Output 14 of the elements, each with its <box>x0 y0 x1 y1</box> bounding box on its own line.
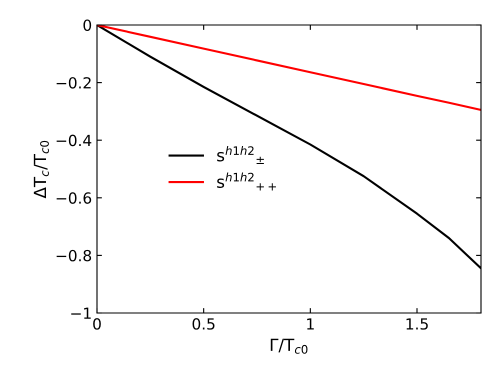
x-axis-title: Γ/T$_{c0}$ <box>270 338 308 354</box>
y-tick-label: −1 <box>71 308 91 319</box>
x-tick-label: 0.5 <box>192 318 214 330</box>
x-tick-label: 1.5 <box>406 318 428 330</box>
y-tick-label: −0.4 <box>56 134 92 146</box>
y-tick-label: −0.6 <box>56 192 92 204</box>
y-tick-label: −0.2 <box>56 77 91 89</box>
y-axis-title: ΔT$_{c}$/T$_{c0}$ <box>34 140 49 198</box>
legend-label: s$^{h1h2}$$_{++}$ <box>217 172 276 191</box>
y-tick-label: −0.8 <box>56 250 92 262</box>
legend-label: s$^{h1h2}$$_{±}$ <box>217 146 264 164</box>
y-tick-label: 0 <box>83 19 92 32</box>
x-tick-label: 1 <box>307 318 314 330</box>
x-tick-label: 0 <box>93 318 101 330</box>
